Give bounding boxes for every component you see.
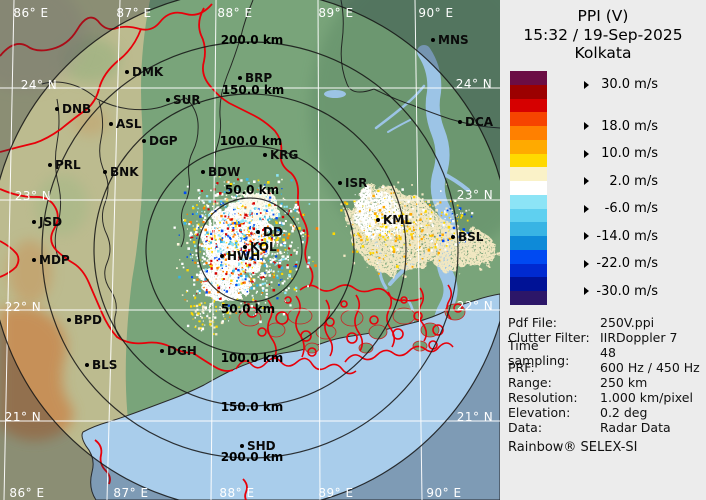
legend-entry: 30.0 m/s xyxy=(584,77,658,93)
metadata-value: 250 km xyxy=(600,375,648,390)
velocity-colorbar xyxy=(510,71,547,306)
colorbar-band xyxy=(510,153,547,168)
metadata-value: 48 xyxy=(600,345,616,360)
legend-value-label: 18.0 m/s xyxy=(601,118,658,134)
colorbar-band xyxy=(510,181,547,195)
legend-value-label: -6.0 m/s xyxy=(604,201,658,217)
station-name: Kolkata xyxy=(574,44,632,62)
colorbar-band xyxy=(510,167,547,182)
range-rings xyxy=(0,0,500,500)
metadata-value: IIRDoppler 7 xyxy=(600,330,678,345)
graticule xyxy=(0,0,500,500)
legend-entry: 2.0 m/s xyxy=(584,173,658,189)
legend-entry: 18.0 m/s xyxy=(584,118,658,134)
colorbar-band xyxy=(510,139,547,154)
colorbar-band xyxy=(510,208,547,223)
metadata-value: 250V.ppi xyxy=(600,315,655,330)
legend-value-label: 2.0 m/s xyxy=(609,173,658,189)
legend-tick-arrow-icon xyxy=(584,122,594,131)
scan-metadata: Pdf File: 250V.ppi Clutter Filter: IIRDoppl… xyxy=(508,315,700,435)
legend-value-label: -30.0 m/s xyxy=(596,283,658,299)
metadata-row: Clutter Filter: IIRDoppler 7 xyxy=(508,330,700,345)
legend-entry: -14.0 m/s xyxy=(584,228,658,244)
panel-title: PPI (V) 15:32 / 19-Sep-2025 Kolkata xyxy=(500,0,706,63)
metadata-row: Pdf File: 250V.ppi xyxy=(508,315,700,330)
radar-product-type: PPI (V) xyxy=(577,7,629,25)
scan-timestamp: 15:32 / 19-Sep-2025 xyxy=(523,25,683,44)
colorbar-band xyxy=(510,249,547,264)
colorbar-band xyxy=(510,98,547,113)
metadata-row: Time sampling: 48 xyxy=(508,338,700,368)
metadata-value: 1.000 km/pixel xyxy=(600,390,693,405)
radar-map: 86° E 87° E 88° E 89° E 90° E 86° E 87° E 88° E… xyxy=(0,0,500,500)
legend-value-label: 10.0 m/s xyxy=(601,146,658,162)
metadata-label: Data: xyxy=(508,420,543,435)
legend-entry: -22.0 m/s xyxy=(584,256,658,272)
metadata-row: PRF: 600 Hz / 450 Hz xyxy=(508,360,700,375)
metadata-label: Range: xyxy=(508,375,552,390)
metadata-label: Pdf File: xyxy=(508,315,557,330)
colorbar-band xyxy=(510,291,547,306)
metadata-label: PRF: xyxy=(508,360,535,375)
legend-entry: 10.0 m/s xyxy=(584,146,658,162)
legend-value-label: 30.0 m/s xyxy=(601,77,658,93)
radar-map-canvas xyxy=(0,0,500,500)
metadata-value: Radar Data xyxy=(600,420,671,435)
software-credit: Rainbow® SELEX-SI xyxy=(508,440,638,455)
legend-value-label: -14.0 m/s xyxy=(596,228,658,244)
legend-tick-arrow-icon xyxy=(584,177,594,186)
metadata-label: Resolution: xyxy=(508,390,578,405)
legend-tick-arrow-icon xyxy=(584,259,594,268)
legend-entry: -30.0 m/s xyxy=(584,283,658,299)
legend-tick-arrow-icon xyxy=(584,80,594,89)
legend-tick-arrow-icon xyxy=(584,232,594,241)
legend-tick-arrow-icon xyxy=(584,287,594,296)
metadata-label: Time sampling: xyxy=(508,337,570,368)
colorbar-band xyxy=(510,277,547,292)
metadata-label: Elevation: xyxy=(508,405,571,420)
legend-value-label: -22.0 m/s xyxy=(596,256,658,272)
out-of-range-mask xyxy=(0,0,500,500)
info-panel: PPI (V) 15:32 / 19-Sep-2025 Kolkata 30.0… xyxy=(500,0,706,500)
radar-echo-speckles xyxy=(173,174,474,336)
legend-tick-arrow-icon xyxy=(584,149,594,158)
legend-tick-arrow-icon xyxy=(584,204,594,213)
metadata-row: Range: 250 km xyxy=(508,375,700,390)
metadata-row: Resolution: 1.000 km/pixel xyxy=(508,390,700,405)
colorbar-band xyxy=(510,112,547,127)
metadata-label: Clutter Filter: xyxy=(508,330,590,345)
metadata-row: Data: Radar Data xyxy=(508,420,700,435)
district-borders xyxy=(41,0,500,340)
colorbar-band xyxy=(510,84,547,99)
colorbar-band xyxy=(510,71,547,85)
legend-entry: -6.0 m/s xyxy=(584,201,658,217)
colorbar-band xyxy=(510,194,547,209)
colorbar-band xyxy=(510,222,547,237)
metadata-value: 0.2 deg xyxy=(600,405,648,420)
colorbar-band xyxy=(510,263,547,278)
colorbar-band xyxy=(510,236,547,250)
colorbar-band xyxy=(510,126,547,140)
metadata-value: 600 Hz / 450 Hz xyxy=(600,360,700,375)
metadata-row: Elevation: 0.2 deg xyxy=(508,405,700,420)
